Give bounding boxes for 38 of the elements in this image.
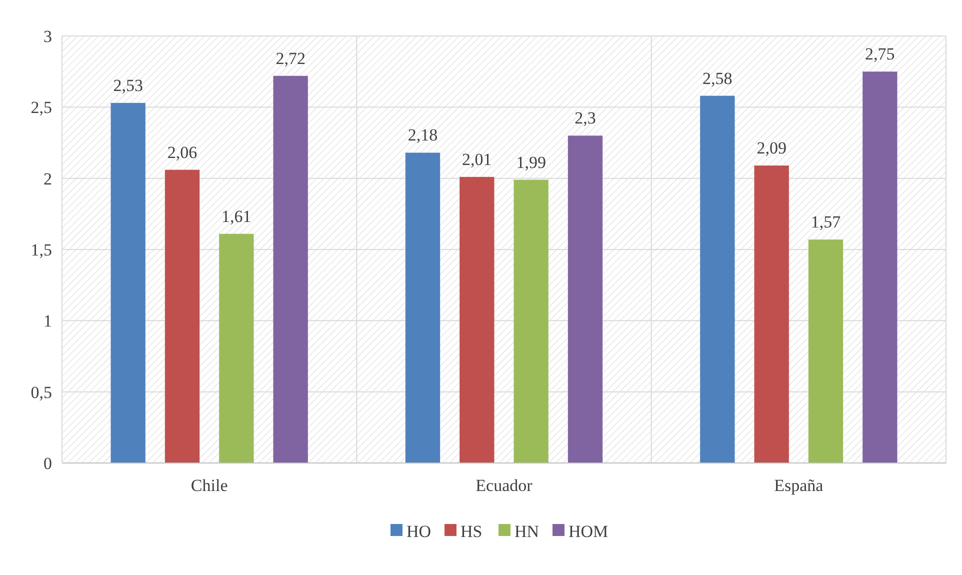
legend-label: HOM [568, 522, 608, 541]
y-tick-label: 0 [44, 454, 52, 473]
bar [164, 170, 200, 463]
data-label: 2,53 [113, 76, 143, 95]
bar [219, 234, 254, 463]
data-label: 1,61 [222, 206, 252, 226]
x-tick-label: España [774, 476, 824, 495]
y-tick-label: 1 [44, 312, 52, 331]
bar [568, 136, 603, 463]
y-tick-label: 1,5 [30, 240, 52, 260]
bar [273, 76, 308, 463]
bar [514, 180, 548, 463]
bar [405, 152, 440, 463]
data-label: 2,06 [167, 142, 198, 162]
x-tick-label: Chile [190, 476, 228, 495]
bar [808, 240, 844, 463]
data-label: 2,75 [865, 44, 895, 64]
x-tick-label: Ecuador [476, 476, 533, 495]
data-label: 2,72 [276, 48, 306, 68]
y-tick-label: 2 [44, 169, 52, 188]
legend-label: HO [406, 522, 432, 541]
data-label: 2,58 [702, 68, 732, 88]
data-label: 1,57 [810, 212, 842, 232]
bar [110, 102, 146, 463]
bar [460, 176, 494, 463]
legend-label: HN [514, 522, 540, 541]
legend-label: HS [460, 522, 482, 541]
bar [862, 72, 898, 463]
y-tick-label: 3 [44, 26, 52, 46]
data-label: 2,01 [462, 150, 492, 169]
bar [700, 96, 735, 463]
data-label: 2,3 [574, 108, 596, 128]
data-label: 1,99 [516, 152, 546, 172]
bar [754, 166, 789, 463]
y-tick-label: 0,5 [30, 382, 52, 402]
y-tick-label: 2,5 [30, 98, 52, 118]
data-label: 2,09 [756, 138, 786, 158]
data-label: 2,18 [408, 126, 438, 145]
